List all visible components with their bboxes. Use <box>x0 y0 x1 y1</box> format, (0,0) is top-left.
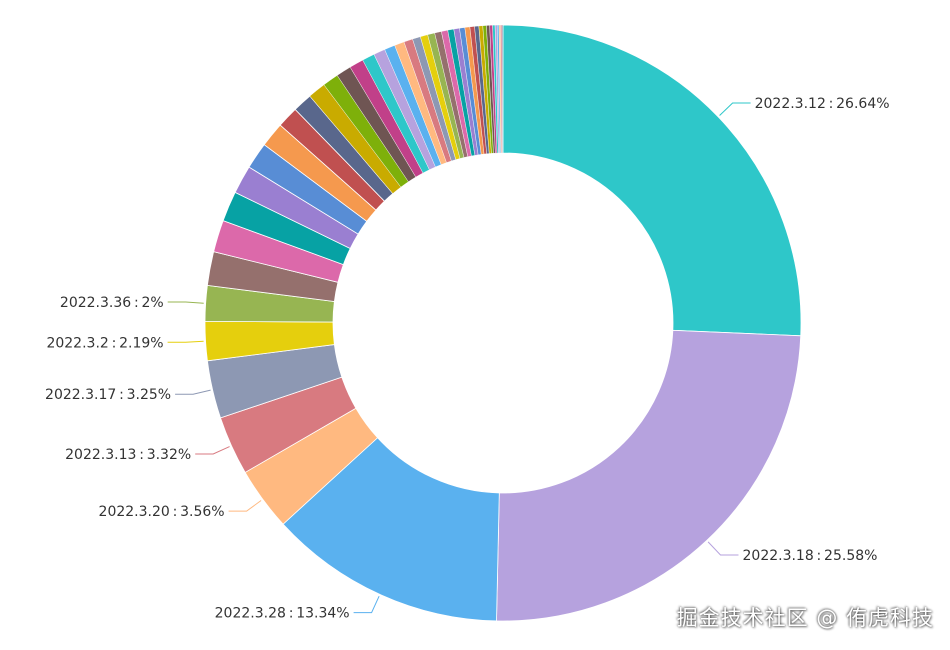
slice-label-5: 2022.3.17 : 3.25% <box>45 387 171 403</box>
slice-label-1: 2022.3.18 : 25.58% <box>743 548 878 564</box>
leader-line-2 <box>353 595 380 614</box>
leader-line-0 <box>719 102 751 116</box>
label-group: 2022.3.12 : 26.64% 2022.3.18 : 25.58% 2022… <box>45 96 890 622</box>
watermark-text: 掘金技术社区 @ 侑虎科技 <box>676 606 934 630</box>
slice-label-4: 2022.3.13 : 3.32% <box>65 447 191 463</box>
leader-line-3 <box>228 500 262 512</box>
slice-label-3: 2022.3.20 : 3.56% <box>99 504 225 520</box>
slice-label-7: 2022.3.36 : 2% <box>60 295 164 311</box>
leader-line-7 <box>167 301 204 304</box>
leader-line-1 <box>707 541 739 556</box>
leader-line-group <box>167 102 751 614</box>
slice-label-6: 2022.3.2 : 2.19% <box>46 335 163 351</box>
slice-label-0: 2022.3.12 : 26.64% <box>755 96 890 112</box>
slice-45[interactable] <box>501 24 504 154</box>
leader-line-6 <box>167 340 204 343</box>
slice-label-2: 2022.3.28 : 13.34% <box>215 606 350 622</box>
leader-line-5 <box>175 389 211 395</box>
leader-line-4 <box>195 446 230 455</box>
slice-group <box>204 24 802 622</box>
slice-0[interactable] <box>502 24 802 337</box>
slice-1[interactable] <box>496 329 802 622</box>
